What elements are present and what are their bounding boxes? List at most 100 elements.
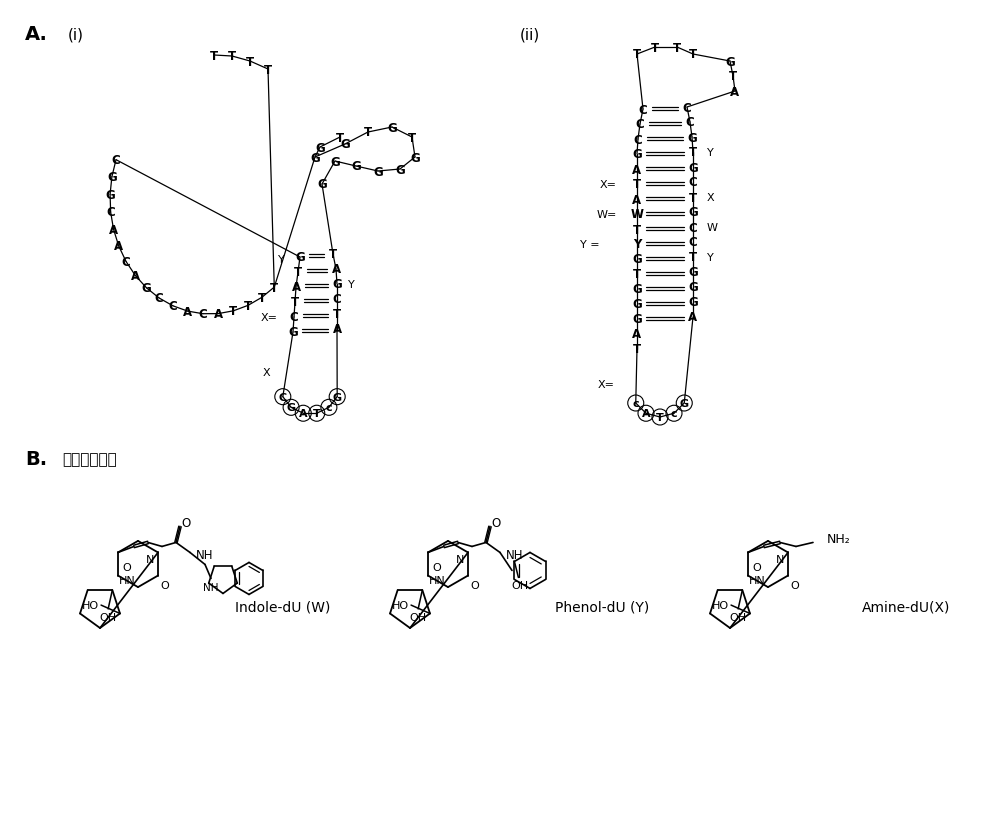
Text: G: G bbox=[410, 152, 420, 165]
Text: G: G bbox=[332, 278, 342, 291]
Text: G: G bbox=[287, 403, 296, 413]
Text: Phenol-dU (Y): Phenol-dU (Y) bbox=[555, 600, 649, 614]
Text: G: G bbox=[351, 161, 361, 174]
Text: C: C bbox=[112, 154, 120, 167]
Text: T: T bbox=[408, 131, 416, 144]
Text: Indole-dU (W): Indole-dU (W) bbox=[235, 600, 330, 614]
Text: C: C bbox=[169, 300, 177, 313]
Text: Amine-dU(X): Amine-dU(X) bbox=[862, 600, 950, 614]
Text: G: G bbox=[333, 392, 342, 402]
Text: A: A bbox=[632, 163, 642, 176]
Text: A: A bbox=[632, 193, 642, 206]
Text: (i): (i) bbox=[68, 28, 84, 43]
Text: G: G bbox=[632, 298, 642, 311]
Text: O: O bbox=[470, 580, 479, 590]
Text: HN: HN bbox=[749, 576, 766, 586]
Text: X=: X= bbox=[598, 379, 615, 390]
Text: HN: HN bbox=[429, 576, 446, 586]
Text: W: W bbox=[707, 223, 718, 233]
Text: T: T bbox=[689, 147, 697, 160]
Text: G: G bbox=[680, 399, 689, 409]
Text: A: A bbox=[730, 85, 740, 98]
Text: A: A bbox=[632, 328, 642, 341]
Text: G: G bbox=[395, 163, 405, 176]
Text: G: G bbox=[725, 56, 735, 69]
Text: A: A bbox=[183, 305, 192, 319]
Text: W: W bbox=[631, 208, 644, 221]
Text: A: A bbox=[331, 263, 341, 276]
Text: A: A bbox=[114, 240, 123, 253]
Text: c: c bbox=[632, 399, 639, 409]
Text: A: A bbox=[214, 308, 223, 321]
Text: G: G bbox=[105, 188, 115, 201]
Text: OH: OH bbox=[512, 581, 529, 590]
Text: T: T bbox=[258, 292, 266, 305]
Text: T: T bbox=[329, 248, 337, 261]
Text: NH: NH bbox=[203, 583, 219, 593]
Text: C: C bbox=[279, 392, 287, 402]
Text: O: O bbox=[122, 562, 131, 572]
Text: T: T bbox=[689, 251, 697, 265]
Text: NH: NH bbox=[196, 548, 213, 561]
Text: G: G bbox=[632, 148, 642, 161]
Text: T: T bbox=[673, 42, 681, 54]
Text: N: N bbox=[776, 554, 784, 565]
Text: G: G bbox=[373, 165, 383, 179]
Text: Y: Y bbox=[278, 255, 285, 265]
Text: A: A bbox=[332, 324, 342, 336]
Text: C: C bbox=[122, 256, 130, 269]
Text: C: C bbox=[689, 236, 697, 249]
Text: HO: HO bbox=[392, 600, 409, 610]
Text: T: T bbox=[228, 51, 236, 63]
Text: C: C bbox=[639, 103, 647, 116]
Text: T: T bbox=[633, 48, 641, 61]
Text: T: T bbox=[336, 131, 344, 144]
Text: T: T bbox=[364, 126, 372, 139]
Text: A: A bbox=[131, 269, 140, 283]
Text: N: N bbox=[456, 554, 464, 565]
Text: C: C bbox=[636, 119, 644, 131]
Text: T: T bbox=[689, 192, 697, 204]
Text: G: G bbox=[340, 138, 350, 152]
Text: G: G bbox=[688, 206, 698, 219]
Text: T: T bbox=[633, 224, 641, 236]
Text: Y: Y bbox=[633, 238, 641, 251]
Text: X: X bbox=[262, 368, 270, 378]
Text: T: T bbox=[291, 296, 299, 309]
Text: T: T bbox=[689, 48, 697, 61]
Text: G: G bbox=[142, 282, 151, 295]
Text: G: G bbox=[688, 266, 698, 279]
Text: HN: HN bbox=[119, 576, 136, 586]
Text: T: T bbox=[210, 49, 218, 62]
Text: C: C bbox=[634, 133, 642, 147]
Text: G: G bbox=[688, 281, 698, 294]
Text: W=: W= bbox=[597, 210, 617, 219]
Text: O: O bbox=[432, 562, 441, 572]
Text: G: G bbox=[632, 313, 642, 326]
Text: G: G bbox=[688, 296, 698, 309]
Text: T: T bbox=[333, 308, 341, 321]
Text: G: G bbox=[107, 171, 117, 184]
Text: T: T bbox=[729, 70, 737, 84]
Text: OH: OH bbox=[100, 613, 117, 622]
Text: c: c bbox=[326, 403, 332, 413]
Text: Y: Y bbox=[348, 279, 355, 290]
Text: A: A bbox=[109, 224, 118, 237]
Text: T: T bbox=[294, 266, 302, 279]
Text: C: C bbox=[155, 292, 163, 305]
Text: A: A bbox=[688, 311, 698, 324]
Text: NH₂: NH₂ bbox=[827, 532, 851, 545]
Text: G: G bbox=[632, 283, 642, 296]
Text: Y: Y bbox=[707, 147, 714, 158]
Text: T: T bbox=[633, 343, 641, 356]
Text: C: C bbox=[689, 176, 697, 189]
Text: (ii): (ii) bbox=[520, 28, 540, 43]
Text: Y =: Y = bbox=[580, 240, 600, 250]
Text: G: G bbox=[330, 156, 340, 168]
Text: C: C bbox=[333, 293, 341, 306]
Text: C: C bbox=[683, 102, 691, 115]
Text: T: T bbox=[270, 281, 278, 294]
Text: G: G bbox=[317, 179, 327, 192]
Text: T: T bbox=[229, 305, 237, 318]
Text: G: G bbox=[310, 152, 320, 165]
